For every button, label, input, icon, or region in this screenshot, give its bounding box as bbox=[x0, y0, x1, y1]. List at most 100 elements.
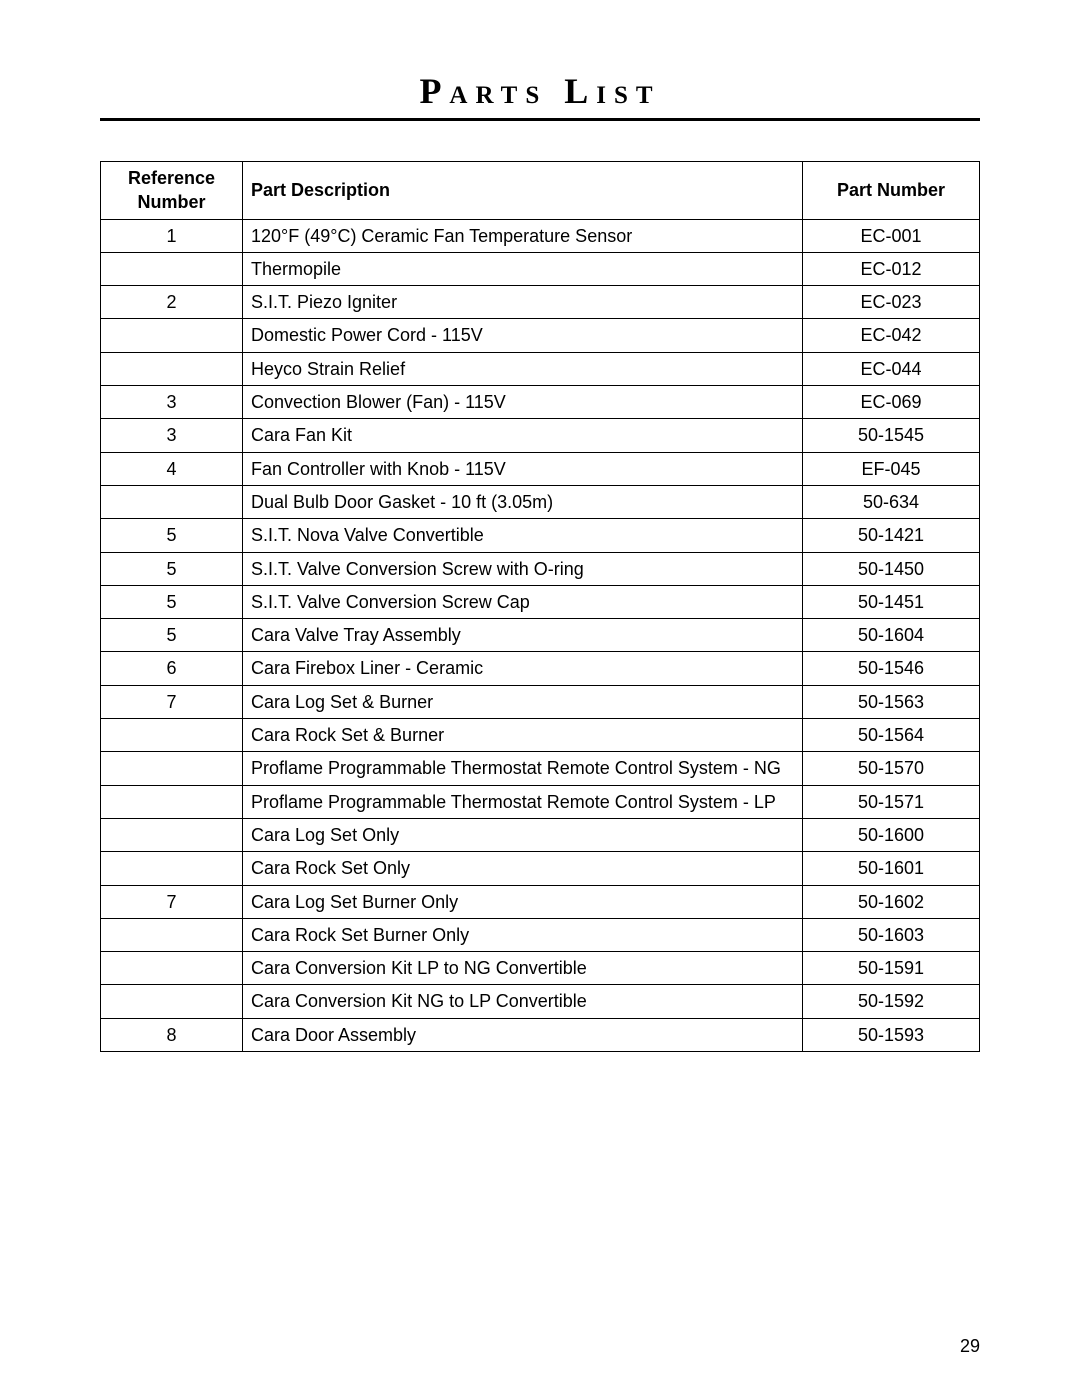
cell-part-number: 50-1604 bbox=[803, 619, 980, 652]
cell-description: S.I.T. Piezo Igniter bbox=[243, 286, 803, 319]
cell-part-number: EC-012 bbox=[803, 252, 980, 285]
table-row: 3Convection Blower (Fan) - 115VEC-069 bbox=[101, 386, 980, 419]
table-row: Cara Log Set Only50-1600 bbox=[101, 818, 980, 851]
title-container: Parts List bbox=[100, 70, 980, 121]
cell-description: Cara Conversion Kit LP to NG Convertible bbox=[243, 952, 803, 985]
table-head: Reference Number Part Description Part N… bbox=[101, 162, 980, 220]
cell-description: S.I.T. Valve Conversion Screw with O-rin… bbox=[243, 552, 803, 585]
cell-description: Cara Firebox Liner - Ceramic bbox=[243, 652, 803, 685]
cell-reference: 8 bbox=[101, 1018, 243, 1051]
cell-part-number: 50-1592 bbox=[803, 985, 980, 1018]
table-body: 1120°F (49°C) Ceramic Fan Temperature Se… bbox=[101, 219, 980, 1051]
cell-reference: 3 bbox=[101, 386, 243, 419]
page-number: 29 bbox=[960, 1336, 980, 1357]
table-row: Domestic Power Cord - 115VEC-042 bbox=[101, 319, 980, 352]
cell-part-number: EC-001 bbox=[803, 219, 980, 252]
cell-part-number: 50-1602 bbox=[803, 885, 980, 918]
cell-description: Thermopile bbox=[243, 252, 803, 285]
cell-description: Convection Blower (Fan) - 115V bbox=[243, 386, 803, 419]
table-row: Heyco Strain ReliefEC-044 bbox=[101, 352, 980, 385]
table-row: 6Cara Firebox Liner - Ceramic50-1546 bbox=[101, 652, 980, 685]
table-row: 8Cara Door Assembly50-1593 bbox=[101, 1018, 980, 1051]
table-row: Proflame Programmable Thermostat Remote … bbox=[101, 785, 980, 818]
cell-reference bbox=[101, 752, 243, 785]
table-row: 5S.I.T. Valve Conversion Screw Cap50-145… bbox=[101, 585, 980, 618]
cell-description: Fan Controller with Knob - 115V bbox=[243, 452, 803, 485]
page-title: Parts List bbox=[419, 71, 660, 111]
cell-description: Dual Bulb Door Gasket - 10 ft (3.05m) bbox=[243, 485, 803, 518]
cell-reference bbox=[101, 918, 243, 951]
cell-part-number: EC-042 bbox=[803, 319, 980, 352]
cell-part-number: 50-1591 bbox=[803, 952, 980, 985]
cell-part-number: 50-1570 bbox=[803, 752, 980, 785]
cell-description: Proflame Programmable Thermostat Remote … bbox=[243, 785, 803, 818]
cell-part-number: EC-023 bbox=[803, 286, 980, 319]
cell-part-number: EF-045 bbox=[803, 452, 980, 485]
cell-description: Cara Fan Kit bbox=[243, 419, 803, 452]
cell-reference: 5 bbox=[101, 552, 243, 585]
table-row: 7Cara Log Set Burner Only50-1602 bbox=[101, 885, 980, 918]
cell-reference bbox=[101, 319, 243, 352]
cell-description: Cara Log Set & Burner bbox=[243, 685, 803, 718]
table-row: 7Cara Log Set & Burner50-1563 bbox=[101, 685, 980, 718]
cell-description: Cara Log Set Burner Only bbox=[243, 885, 803, 918]
cell-part-number: 50-1546 bbox=[803, 652, 980, 685]
cell-part-number: 50-1603 bbox=[803, 918, 980, 951]
cell-reference: 7 bbox=[101, 685, 243, 718]
cell-reference bbox=[101, 985, 243, 1018]
table-row: Proflame Programmable Thermostat Remote … bbox=[101, 752, 980, 785]
cell-description: Cara Rock Set Burner Only bbox=[243, 918, 803, 951]
cell-part-number: 50-1600 bbox=[803, 818, 980, 851]
cell-description: Cara Door Assembly bbox=[243, 1018, 803, 1051]
cell-reference: 5 bbox=[101, 619, 243, 652]
cell-reference: 7 bbox=[101, 885, 243, 918]
cell-reference: 4 bbox=[101, 452, 243, 485]
table-row: Cara Rock Set & Burner50-1564 bbox=[101, 719, 980, 752]
parts-table: Reference Number Part Description Part N… bbox=[100, 161, 980, 1052]
cell-description: Proflame Programmable Thermostat Remote … bbox=[243, 752, 803, 785]
cell-reference: 6 bbox=[101, 652, 243, 685]
table-row: Cara Conversion Kit NG to LP Convertible… bbox=[101, 985, 980, 1018]
cell-reference bbox=[101, 352, 243, 385]
table-header-row: Reference Number Part Description Part N… bbox=[101, 162, 980, 220]
cell-description: Cara Log Set Only bbox=[243, 818, 803, 851]
cell-reference bbox=[101, 952, 243, 985]
cell-part-number: 50-1450 bbox=[803, 552, 980, 585]
cell-part-number: EC-069 bbox=[803, 386, 980, 419]
cell-reference: 5 bbox=[101, 519, 243, 552]
table-row: Cara Conversion Kit LP to NG Convertible… bbox=[101, 952, 980, 985]
cell-part-number: 50-1545 bbox=[803, 419, 980, 452]
cell-reference bbox=[101, 818, 243, 851]
cell-reference bbox=[101, 852, 243, 885]
cell-description: Cara Rock Set & Burner bbox=[243, 719, 803, 752]
col-header-description: Part Description bbox=[243, 162, 803, 220]
table-row: 5S.I.T. Valve Conversion Screw with O-ri… bbox=[101, 552, 980, 585]
cell-part-number: 50-1571 bbox=[803, 785, 980, 818]
table-row: 4Fan Controller with Knob - 115VEF-045 bbox=[101, 452, 980, 485]
cell-description: S.I.T. Nova Valve Convertible bbox=[243, 519, 803, 552]
table-row: ThermopileEC-012 bbox=[101, 252, 980, 285]
cell-part-number: EC-044 bbox=[803, 352, 980, 385]
cell-part-number: 50-1593 bbox=[803, 1018, 980, 1051]
cell-description: Domestic Power Cord - 115V bbox=[243, 319, 803, 352]
cell-description: S.I.T. Valve Conversion Screw Cap bbox=[243, 585, 803, 618]
table-row: 5S.I.T. Nova Valve Convertible50-1421 bbox=[101, 519, 980, 552]
table-row: Dual Bulb Door Gasket - 10 ft (3.05m)50-… bbox=[101, 485, 980, 518]
cell-reference bbox=[101, 252, 243, 285]
cell-part-number: 50-1451 bbox=[803, 585, 980, 618]
cell-description: Cara Valve Tray Assembly bbox=[243, 619, 803, 652]
cell-description: 120°F (49°C) Ceramic Fan Temperature Sen… bbox=[243, 219, 803, 252]
table-row: 1120°F (49°C) Ceramic Fan Temperature Se… bbox=[101, 219, 980, 252]
cell-reference: 2 bbox=[101, 286, 243, 319]
table-row: Cara Rock Set Burner Only50-1603 bbox=[101, 918, 980, 951]
table-row: 3Cara Fan Kit50-1545 bbox=[101, 419, 980, 452]
cell-description: Cara Conversion Kit NG to LP Convertible bbox=[243, 985, 803, 1018]
cell-part-number: 50-1421 bbox=[803, 519, 980, 552]
cell-part-number: 50-1601 bbox=[803, 852, 980, 885]
cell-part-number: 50-1563 bbox=[803, 685, 980, 718]
table-row: Cara Rock Set Only50-1601 bbox=[101, 852, 980, 885]
table-row: 5Cara Valve Tray Assembly50-1604 bbox=[101, 619, 980, 652]
cell-part-number: 50-1564 bbox=[803, 719, 980, 752]
cell-description: Heyco Strain Relief bbox=[243, 352, 803, 385]
table-row: 2S.I.T. Piezo IgniterEC-023 bbox=[101, 286, 980, 319]
